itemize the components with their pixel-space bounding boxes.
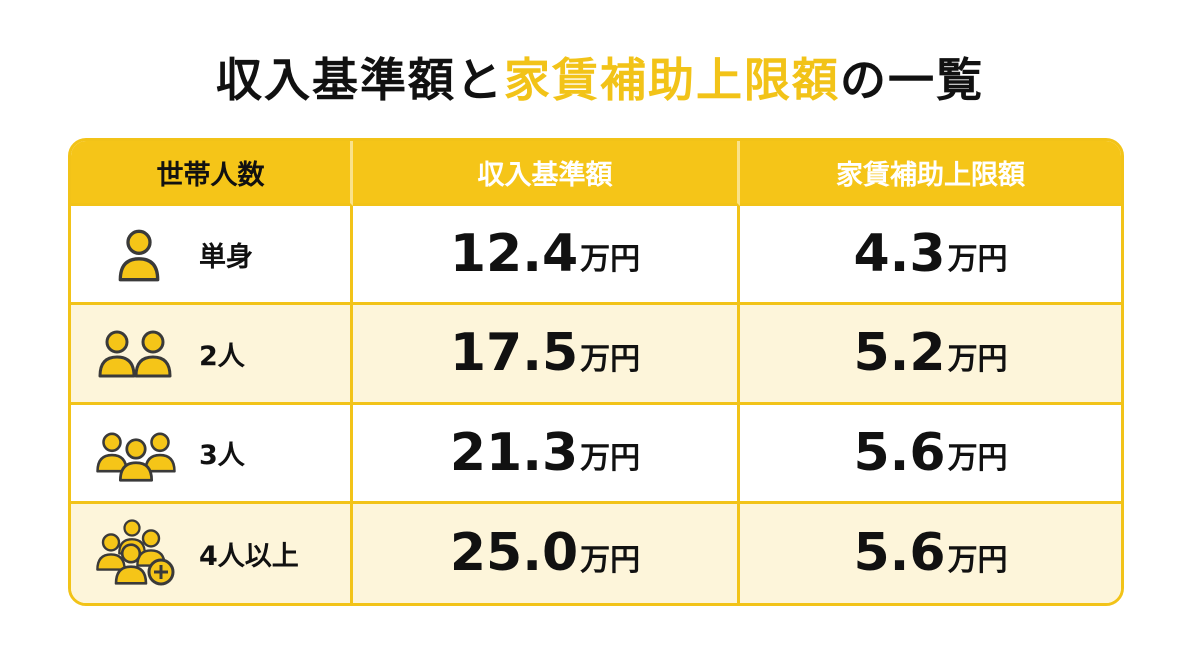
unit: 万円 — [947, 543, 1008, 578]
icon — [96, 519, 175, 586]
income-cell: 21.3 万円 — [353, 404, 740, 504]
unit: 万円 — [580, 543, 641, 578]
income-cell: 25.0 万円 — [353, 503, 740, 603]
income-cell: 17.5 万円 — [353, 305, 740, 405]
unit: 万円 — [580, 341, 641, 377]
title-part: の一覧 — [840, 53, 984, 107]
value: 5.6 — [853, 523, 946, 584]
header-cell: 世帯人数 — [71, 141, 353, 206]
rent-cell: 5.6 万円 — [740, 503, 1121, 603]
row-label: 単身 — [199, 241, 253, 273]
unit: 万円 — [580, 242, 641, 278]
value: 25.0 — [449, 523, 579, 584]
rent-cell: 5.2 万円 — [740, 305, 1121, 405]
title-part: 収入基準額と — [216, 53, 504, 107]
row-label-cell: 3人 — [71, 404, 353, 504]
row-label: 2人 — [199, 340, 245, 372]
table: 世帯人数 収入基準額 家賃補助上限額 単身 12.4 万円 4.3 万円 2人 17… — [68, 138, 1124, 606]
value: 12.4 — [449, 224, 579, 285]
icon — [118, 229, 160, 282]
rent-cell: 5.6 万円 — [740, 405, 1121, 504]
header-cell: 家賃補助上限額 — [740, 141, 1121, 206]
icon — [98, 330, 172, 378]
value: 21.3 — [449, 422, 579, 483]
row-label-cell: 4人以上 — [71, 503, 353, 603]
row-label-cell: 単身 — [71, 206, 353, 306]
rent-cell: 4.3 万円 — [740, 206, 1121, 306]
header-cell: 収入基準額 — [353, 141, 740, 206]
unit: 万円 — [947, 440, 1008, 476]
title-highlight: 家賃補助上限額 — [504, 53, 840, 107]
row-label: 4人以上 — [199, 540, 299, 572]
unit: 万円 — [947, 341, 1008, 377]
unit: 万円 — [947, 242, 1008, 278]
row-label: 3人 — [199, 440, 245, 472]
icon — [96, 432, 176, 482]
value: 17.5 — [449, 323, 579, 384]
value: 5.2 — [853, 323, 946, 384]
income-cell: 12.4 万円 — [353, 206, 740, 306]
value: 4.3 — [853, 224, 946, 285]
value: 5.6 — [853, 422, 946, 483]
unit: 万円 — [580, 440, 641, 476]
title: 収入基準額と家賃補助上限額の一覧 — [0, 44, 1200, 110]
row-label-cell: 2人 — [71, 305, 353, 405]
